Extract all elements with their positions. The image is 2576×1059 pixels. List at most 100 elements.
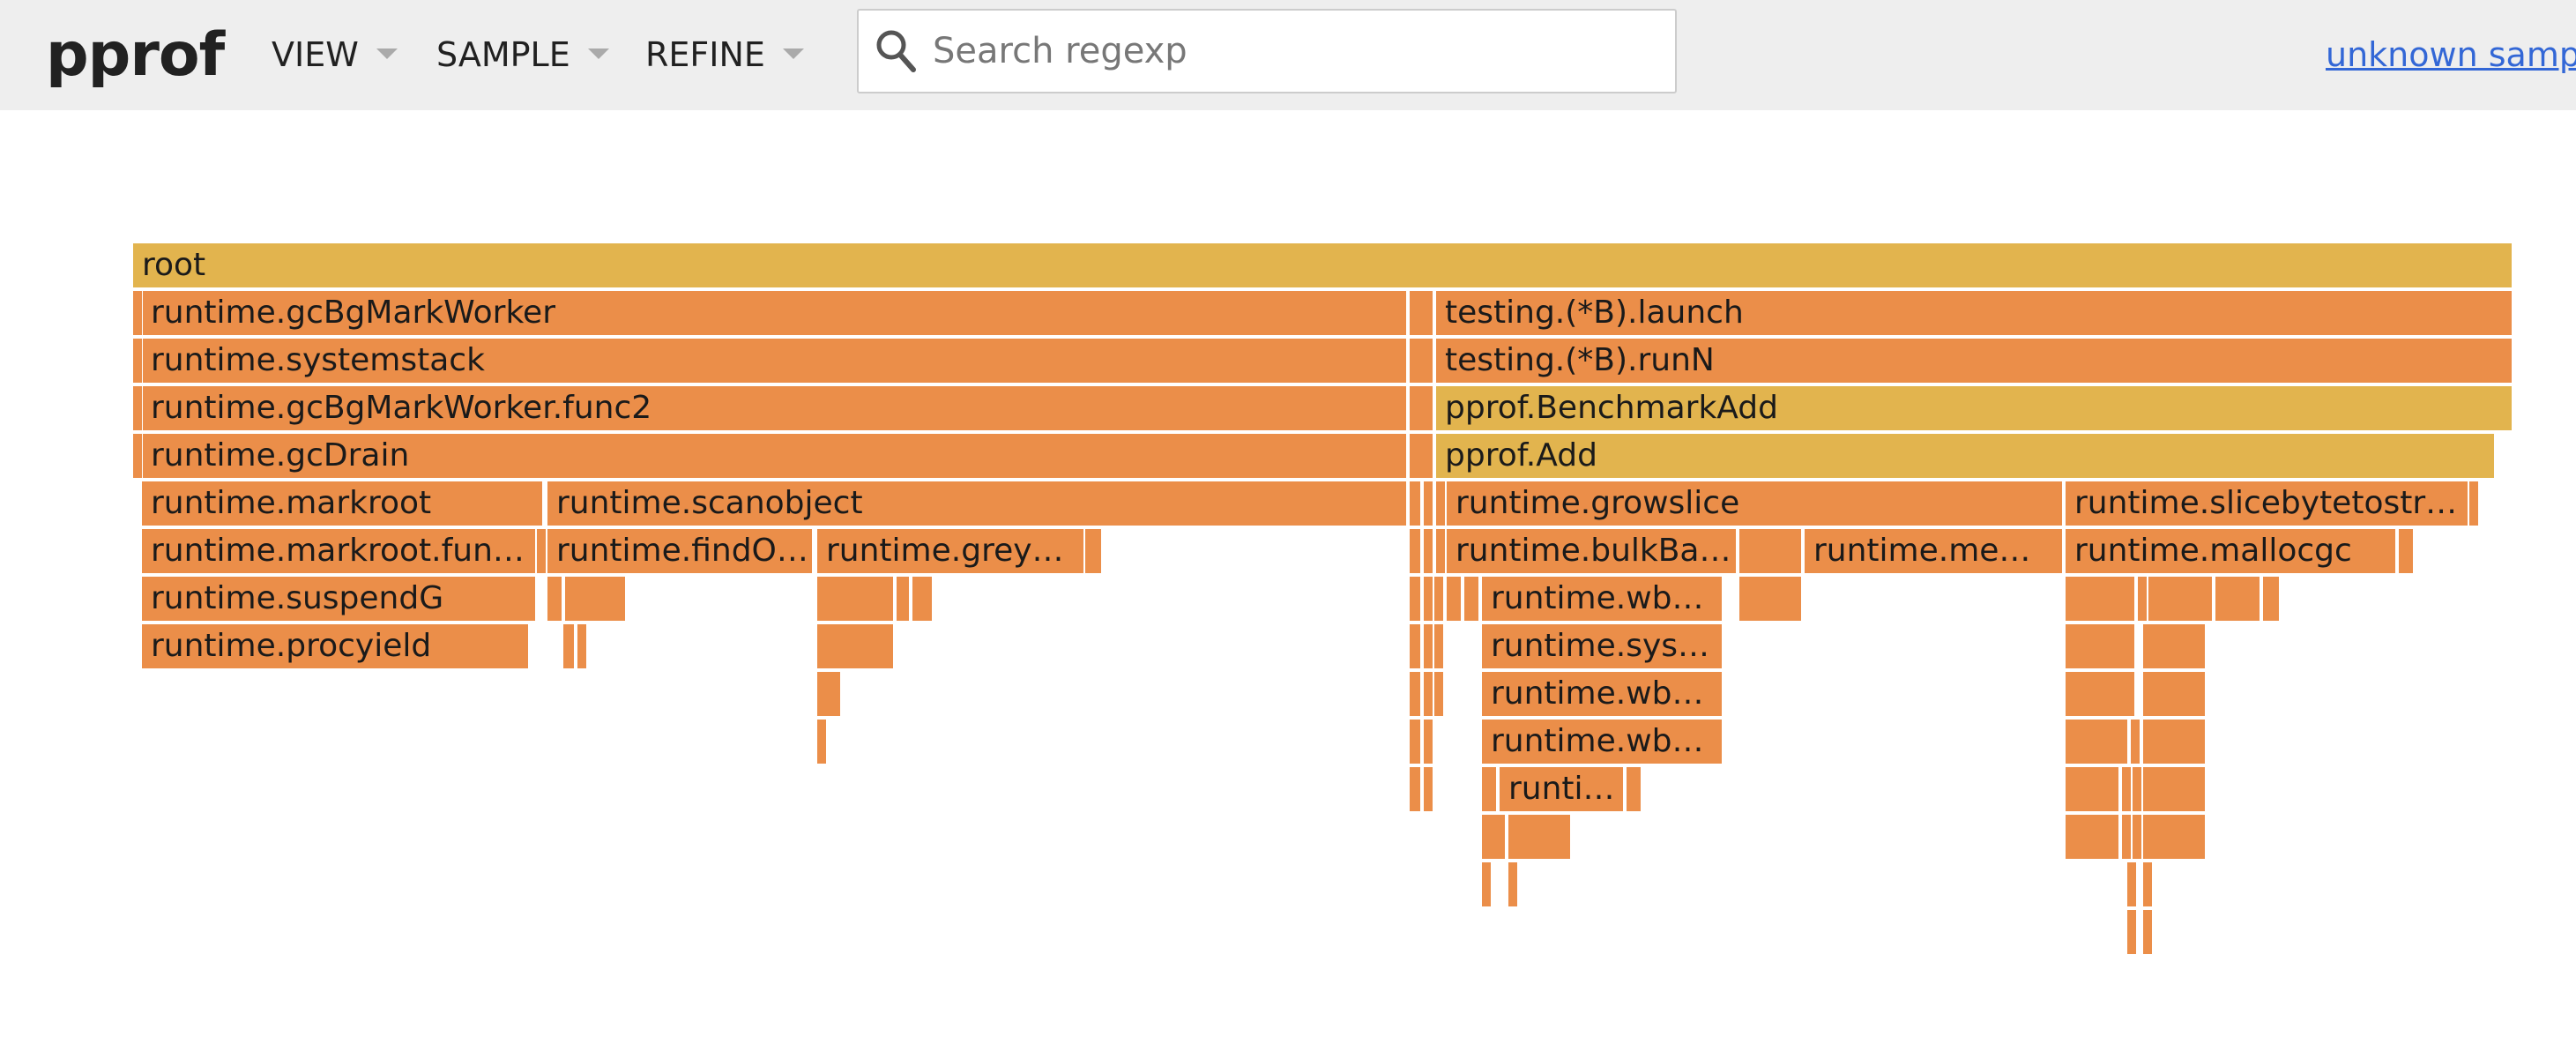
flame-frame[interactable] xyxy=(2142,814,2206,860)
flame-frame[interactable] xyxy=(2142,861,2153,907)
flame-frame[interactable]: runtime.procyield xyxy=(141,623,529,669)
flame-frame[interactable] xyxy=(1435,528,1446,574)
flame-frame[interactable] xyxy=(1423,766,1433,812)
flame-frame[interactable] xyxy=(1481,814,1506,860)
flame-frame[interactable]: runtime.bulkBa… xyxy=(1446,528,1737,574)
flame-frame[interactable] xyxy=(2065,671,2135,717)
flame-frame[interactable] xyxy=(816,719,827,764)
flame-frame[interactable] xyxy=(1409,576,1421,622)
flame-frame[interactable] xyxy=(1409,481,1421,526)
flame-frame[interactable]: runtime.systemstack xyxy=(141,338,1407,384)
flame-frame[interactable] xyxy=(562,623,575,669)
flame-frame[interactable] xyxy=(2065,719,2128,764)
flame-frame[interactable] xyxy=(1481,861,1492,907)
flame-frame[interactable] xyxy=(1423,623,1433,669)
flame-frame[interactable]: runtime.findO… xyxy=(547,528,813,574)
flame-frame[interactable] xyxy=(1435,481,1446,526)
flame-frame[interactable] xyxy=(2142,671,2206,717)
flame-frame[interactable]: runtime.mallocgc xyxy=(2065,528,2396,574)
view-menu[interactable]: VIEW xyxy=(272,30,398,79)
flame-frame[interactable]: runtime.gcBgMarkWorker.func2 xyxy=(141,385,1407,431)
flame-frame[interactable] xyxy=(1409,671,1421,717)
flame-frame[interactable] xyxy=(2065,766,2119,812)
flame-frame[interactable] xyxy=(132,385,143,431)
flame-frame[interactable] xyxy=(1409,433,1433,479)
flame-frame[interactable] xyxy=(1409,719,1421,764)
flame-frame[interactable] xyxy=(2148,576,2213,622)
flame-frame[interactable] xyxy=(2121,766,2132,812)
flame-frame[interactable] xyxy=(912,576,933,622)
flame-frame[interactable]: root xyxy=(132,242,2513,288)
flame-frame[interactable] xyxy=(1409,766,1421,812)
flame-frame[interactable] xyxy=(1463,576,1479,622)
flame-frame[interactable] xyxy=(1508,861,1518,907)
flame-frame[interactable] xyxy=(1423,481,1433,526)
flame-frame[interactable] xyxy=(132,290,143,336)
flame-frame[interactable] xyxy=(132,433,143,479)
flame-frame[interactable] xyxy=(2215,576,2260,622)
flame-frame[interactable] xyxy=(1409,623,1421,669)
flame-frame[interactable] xyxy=(1446,576,1462,622)
flame-frame[interactable] xyxy=(547,576,562,622)
flame-frame[interactable] xyxy=(2262,576,2280,622)
sample-type-link[interactable]: unknown sample xyxy=(2326,35,2576,74)
flame-frame[interactable] xyxy=(1738,576,1802,622)
flame-frame[interactable] xyxy=(577,623,587,669)
refine-menu[interactable]: REFINE xyxy=(645,30,804,79)
flame-frame[interactable]: pprof.Add xyxy=(1435,433,2495,479)
flame-frame[interactable] xyxy=(2468,481,2479,526)
flame-frame[interactable] xyxy=(896,576,910,622)
flame-frame[interactable]: pprof.BenchmarkAdd xyxy=(1435,385,2513,431)
flame-frame[interactable] xyxy=(2398,528,2414,574)
flame-frame[interactable] xyxy=(1084,528,1102,574)
flame-frame[interactable]: runtime.wb… xyxy=(1481,671,1723,717)
flame-frame[interactable]: runtime.gcBgMarkWorker xyxy=(141,290,1407,336)
flame-frame[interactable]: runtime.wb… xyxy=(1481,719,1723,764)
flame-frame[interactable]: runtime.scanobject xyxy=(547,481,1407,526)
flame-frame[interactable]: runtime.markroot xyxy=(141,481,543,526)
flame-frame[interactable] xyxy=(2130,719,2140,764)
flame-frame[interactable] xyxy=(2137,576,2148,622)
flame-frame[interactable] xyxy=(1738,528,1802,574)
flame-frame[interactable] xyxy=(2065,576,2135,622)
flame-frame[interactable] xyxy=(1409,528,1421,574)
flame-frame[interactable] xyxy=(2065,814,2119,860)
flame-frame[interactable] xyxy=(816,671,841,717)
flame-frame[interactable]: runti… xyxy=(1499,766,1624,812)
flame-frame[interactable] xyxy=(2142,719,2206,764)
flame-frame[interactable] xyxy=(2142,623,2206,669)
flame-frame[interactable] xyxy=(2142,909,2153,955)
flame-frame[interactable] xyxy=(2126,909,2137,955)
flame-frame[interactable] xyxy=(2065,623,2135,669)
flame-frame[interactable]: runtime.gcDrain xyxy=(141,433,1407,479)
flame-frame[interactable] xyxy=(1409,290,1433,336)
flame-frame[interactable]: runtime.markroot.fun… xyxy=(141,528,536,574)
flame-frame[interactable]: testing.(*B).launch xyxy=(1435,290,2513,336)
flame-frame[interactable] xyxy=(1508,814,1571,860)
flame-frame[interactable]: runtime.sys… xyxy=(1481,623,1723,669)
search-input[interactable] xyxy=(933,23,1656,79)
flame-frame[interactable] xyxy=(2126,861,2137,907)
flame-frame[interactable] xyxy=(2121,814,2132,860)
flame-frame[interactable] xyxy=(1423,719,1433,764)
flame-frame[interactable] xyxy=(1481,766,1497,812)
flame-frame[interactable] xyxy=(1433,623,1444,669)
flame-frame[interactable]: runtime.growslice xyxy=(1446,481,2063,526)
flame-frame[interactable] xyxy=(132,338,143,384)
flame-frame[interactable] xyxy=(1409,385,1433,431)
search-box[interactable] xyxy=(857,9,1677,93)
flame-frame[interactable] xyxy=(816,623,894,669)
flame-frame[interactable] xyxy=(536,528,547,574)
flame-frame[interactable] xyxy=(2142,766,2206,812)
flame-frame[interactable] xyxy=(1423,576,1433,622)
flame-frame[interactable] xyxy=(2132,766,2142,812)
flame-frame[interactable] xyxy=(1433,576,1444,622)
flame-frame[interactable] xyxy=(1626,766,1642,812)
flame-frame[interactable] xyxy=(1409,338,1433,384)
flame-frame[interactable] xyxy=(1423,528,1433,574)
flame-frame[interactable]: runtime.wb… xyxy=(1481,576,1723,622)
flame-frame[interactable]: runtime.me… xyxy=(1804,528,2063,574)
flame-frame[interactable] xyxy=(564,576,626,622)
flame-frame[interactable] xyxy=(2132,814,2142,860)
flame-frame[interactable]: runtime.grey… xyxy=(816,528,1084,574)
